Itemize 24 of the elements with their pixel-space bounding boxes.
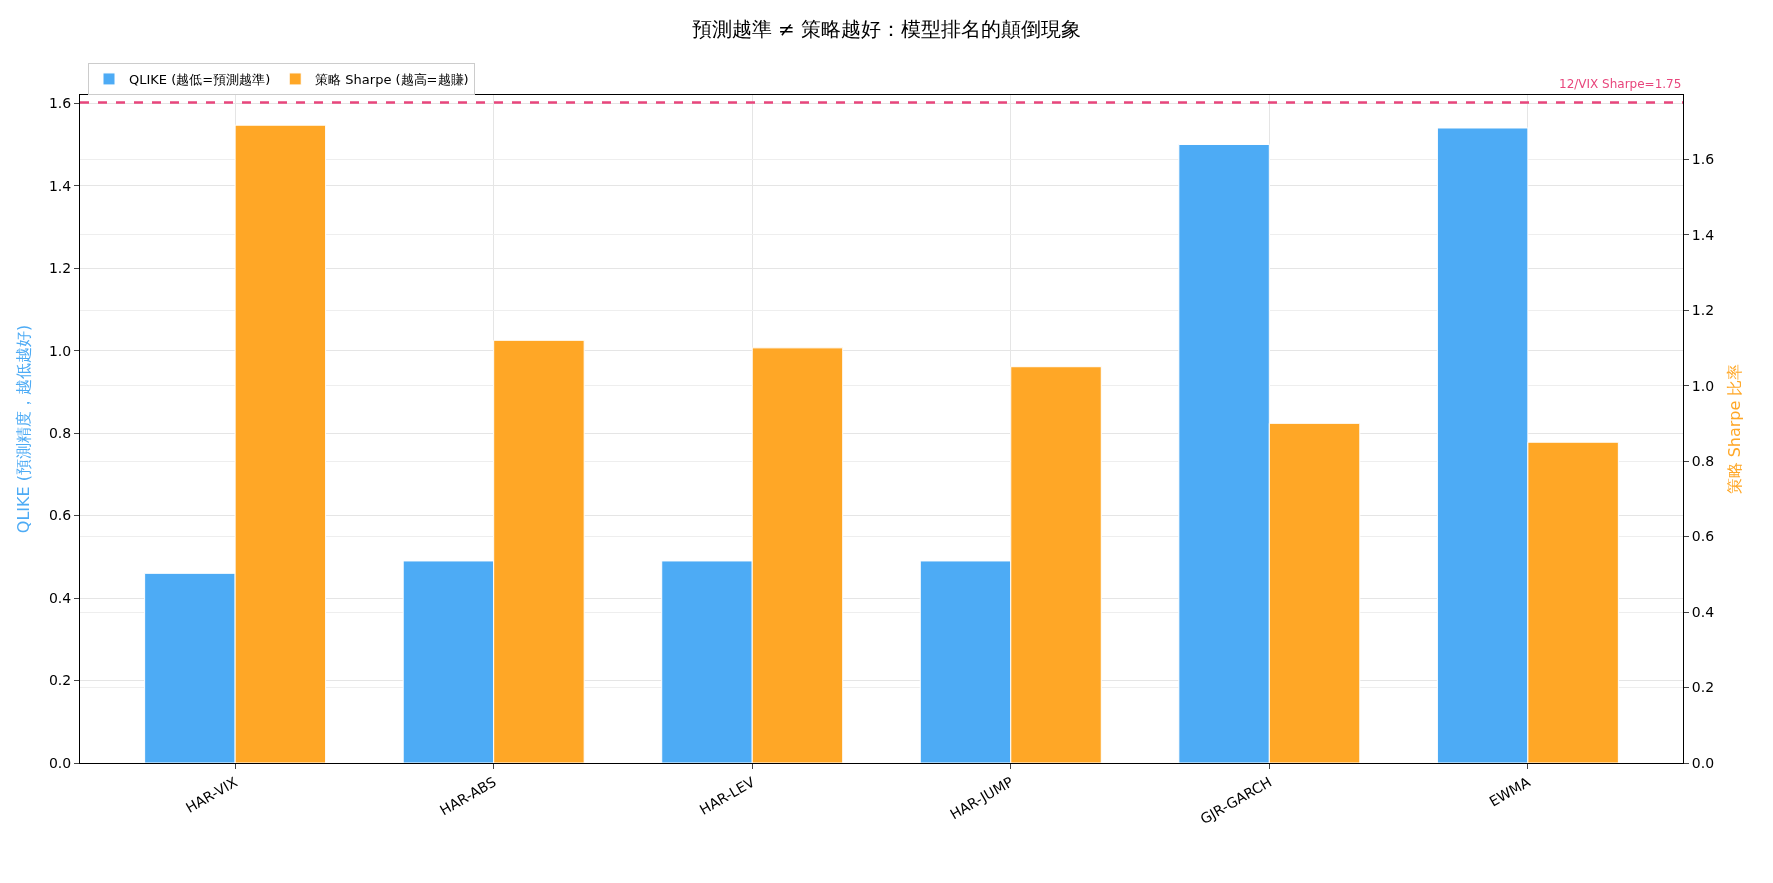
y-tick-label: 0.2 bbox=[48, 672, 72, 689]
ref-line-label: 12/VIX Sharpe=1.75 bbox=[1559, 77, 1682, 91]
y2-tick-label: 0.2 bbox=[1691, 679, 1715, 696]
y-tick-label: 0.6 bbox=[48, 507, 72, 524]
chart-title: 預測越準 ≠ 策略越好：模型排名的顛倒現象 bbox=[691, 17, 1082, 42]
y2-tick-label: 1.6 bbox=[1691, 151, 1715, 168]
y2-tick-label: 0.8 bbox=[1691, 452, 1715, 469]
y-tick-label: 1.4 bbox=[48, 177, 72, 194]
y-tick-label: 1.0 bbox=[48, 342, 72, 359]
y2-tick-label: 0.4 bbox=[1691, 603, 1715, 620]
y2-tick-label: 0.0 bbox=[1691, 754, 1715, 771]
y-tick-label: 1.2 bbox=[48, 260, 72, 277]
y2-axis-title: 策略 Sharpe 比率 bbox=[1724, 363, 1744, 495]
y-tick-label: 0.8 bbox=[48, 425, 72, 442]
legend-label: QLIKE (越低=預測越準) bbox=[129, 72, 271, 88]
y2-tick-label: 1.4 bbox=[1691, 226, 1715, 243]
legend-label: 策略 Sharpe (越高=越賺) bbox=[315, 72, 469, 88]
y-tick-label: 1.6 bbox=[48, 95, 72, 112]
y-tick-label: 0.0 bbox=[48, 754, 72, 771]
y2-tick-label: 1.0 bbox=[1691, 377, 1715, 394]
y-axis-title: QLIKE (預測精度，越低越好) bbox=[13, 324, 33, 534]
y2-tick-label: 1.2 bbox=[1691, 302, 1715, 319]
y-tick-label: 0.4 bbox=[48, 589, 72, 606]
y2-tick-label: 0.6 bbox=[1691, 528, 1715, 545]
